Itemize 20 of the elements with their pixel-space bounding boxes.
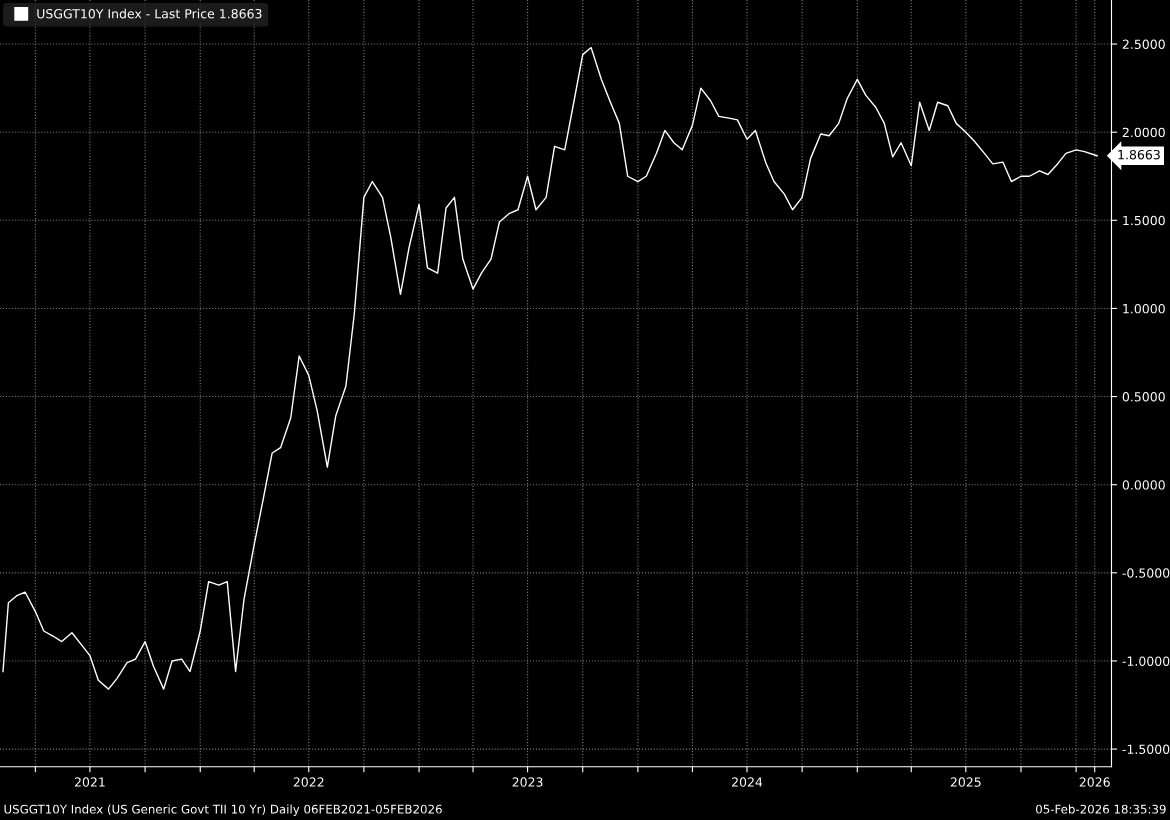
x-tick-label: 2021 [74,777,105,787]
y-tick-label: 0.5000 [1122,392,1165,402]
x-tick-label: 2023 [512,777,543,787]
y-tick-label: -1.5000 [1122,744,1170,754]
y-tick-label: 0.0000 [1122,480,1165,490]
x-tick-label: 2022 [293,777,324,787]
y-tick-label: 2.0000 [1122,127,1165,138]
x-tick-label: 2025 [950,777,981,787]
annotation: 1.8663 [1118,149,1160,160]
y-tick-label: -0.5000 [1122,568,1170,578]
y-tick-label: 1.0000 [1123,303,1165,314]
x-tick-label: 2024 [732,777,763,787]
y-tick-label: 2.5000 [1122,39,1165,49]
y-tick-label: 1.5000 [1123,215,1165,226]
line-series [2,46,1098,690]
y-tick-label: -1.0000 [1122,656,1170,666]
legend-label: USGGT10Y Index - Last Price 1.8663 [37,8,262,19]
x-tick-label: 2026 [1079,777,1110,787]
text: USGGT10Y Index (US Generic Govt TII 10 Yr) Daily 06FEB2021-05FEB2026 [4,804,442,816]
text: 05-Feb-2026 18:35:39 [1036,804,1166,814]
